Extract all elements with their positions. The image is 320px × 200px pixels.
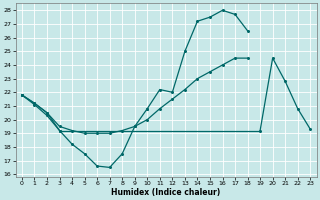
X-axis label: Humidex (Indice chaleur): Humidex (Indice chaleur) [111, 188, 221, 197]
